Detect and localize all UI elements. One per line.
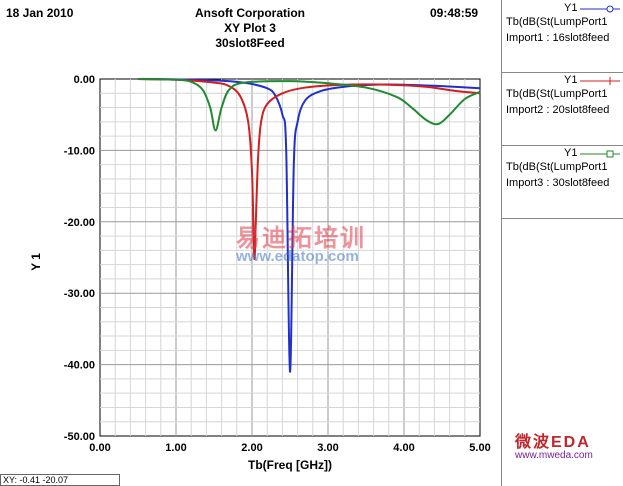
y-tick-label: -20.00 [64,217,95,229]
legend-marker-circle-icon [580,5,620,13]
legend-marker-plus-icon [580,77,620,85]
y-tick-label: 0.00 [74,74,95,86]
y-axis-ticks: 0.00 -10.00 -20.00 -30.00 -40.00 -50.00 [64,74,95,443]
legend-panel: Y1 Tb(dB(St(LumpPort1 Import1 : 16slot8f… [501,0,623,486]
y-tick-label: -40.00 [64,360,95,372]
watermark-text: 易迪拓培训 [236,225,366,252]
x-axis-label: Tb(Freq [GHz]) [248,458,332,472]
y-axis-label: Y 1 [29,253,43,271]
watermark-url: www.edatop.com [236,248,359,265]
legend-expr: Tb(dB(St(LumpPort1 [506,16,608,28]
x-tick-label: 5.00 [469,442,490,454]
legend-source: Import2 : 20slot8feed [506,104,610,116]
legend-entry-3[interactable]: Y1 Tb(dB(St(LumpPort1 Import3 : 30slot8f… [502,145,623,219]
legend-entry-2[interactable]: Y1 Tb(dB(St(LumpPort1 Import2 : 20slot8f… [502,72,623,146]
y-tick-label: -30.00 [64,288,95,300]
x-tick-label: 2.00 [241,442,262,454]
x-tick-label: 0.00 [89,442,110,454]
series-line-2 [137,78,481,261]
brand-logo: 微波EDA [515,434,591,451]
legend-y-label: Y1 [564,147,578,159]
cursor-readout: XY: -0.41 -20.07 [0,474,120,486]
x-axis-ticks: 0.00 1.00 2.00 3.00 4.00 5.00 [89,442,490,454]
series-lines [137,78,481,373]
legend-y-label: Y1 [564,74,578,86]
y-tick-label: -50.00 [64,431,95,443]
legend-source: Import1 : 16slot8feed [506,32,610,44]
plot-subtitle: 30slot8Feed [215,36,285,50]
company-title: Ansoft Corporation [195,6,305,20]
legend-expr: Tb(dB(St(LumpPort1 [506,88,608,100]
legend-expr: Tb(dB(St(LumpPort1 [506,161,608,173]
legend-y-label: Y1 [564,2,578,14]
legend-source: Import3 : 30slot8feed [506,177,610,189]
time-label: 09:48:59 [430,6,479,20]
legend-marker-square-icon [580,150,620,158]
y-tick-label: -10.00 [64,145,95,157]
plot-title: XY Plot 3 [224,21,276,35]
plot-area [99,78,481,437]
series-line-3 [137,78,481,132]
x-tick-label: 4.00 [393,442,414,454]
brand-url: www.mweda.com [515,450,593,461]
legend-entry-1[interactable]: Y1 Tb(dB(St(LumpPort1 Import1 : 16slot8f… [502,0,623,73]
date-label: 18 Jan 2010 [6,6,74,20]
x-tick-label: 3.00 [317,442,338,454]
x-tick-label: 1.00 [165,442,186,454]
